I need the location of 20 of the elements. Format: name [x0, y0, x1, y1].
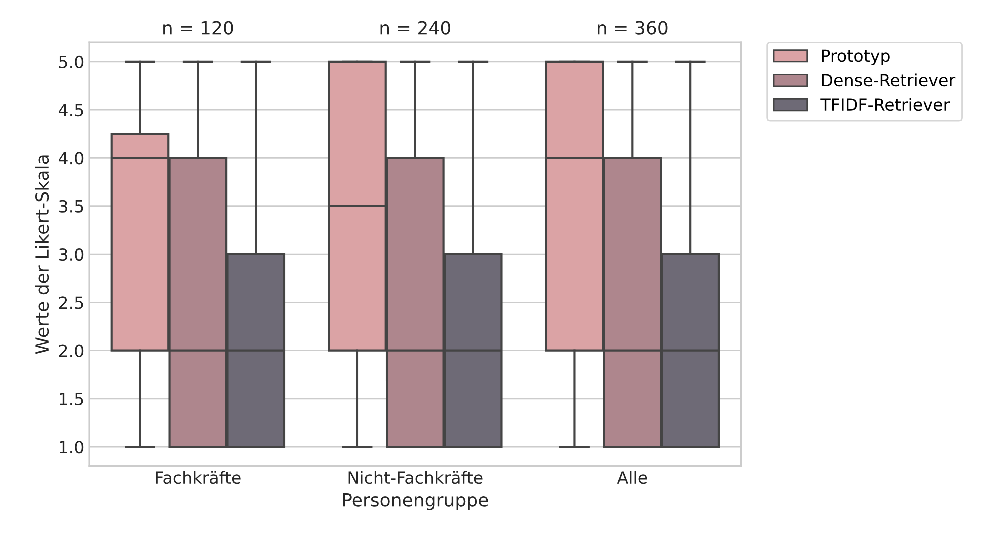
legend-label: Dense-Retriever: [822, 74, 956, 87]
y-tick-label: 4.0: [59, 152, 84, 165]
y-tick-label: 3.5: [59, 200, 84, 213]
legend-label: TFIDF-Retriever: [820, 98, 950, 112]
x-tick-label: Fachkräfte: [156, 471, 241, 484]
y-tick-label: 4.5: [59, 104, 84, 117]
y-axis-title: Werte der Likert-Skala: [35, 156, 50, 354]
x-tick-label: Nicht-Fachkräfte: [348, 471, 483, 484]
y-tick-label: 3.0: [59, 248, 84, 262]
y-tick-label: 1.5: [60, 393, 84, 406]
legend-label: Prototyp: [822, 50, 890, 66]
y-tick-label: 1.0: [60, 441, 84, 454]
y-tick-label: 2.0: [59, 344, 84, 358]
y-tick-label: 2.5: [59, 296, 84, 310]
y-tick-label: 5.0: [59, 56, 84, 68]
x-tick-label: Alle: [617, 471, 648, 484]
x-axis-title: Personengruppe: [343, 493, 488, 510]
text: n = 120: [164, 21, 234, 35]
text: n = 360: [598, 21, 668, 35]
text: n = 240: [380, 21, 450, 35]
